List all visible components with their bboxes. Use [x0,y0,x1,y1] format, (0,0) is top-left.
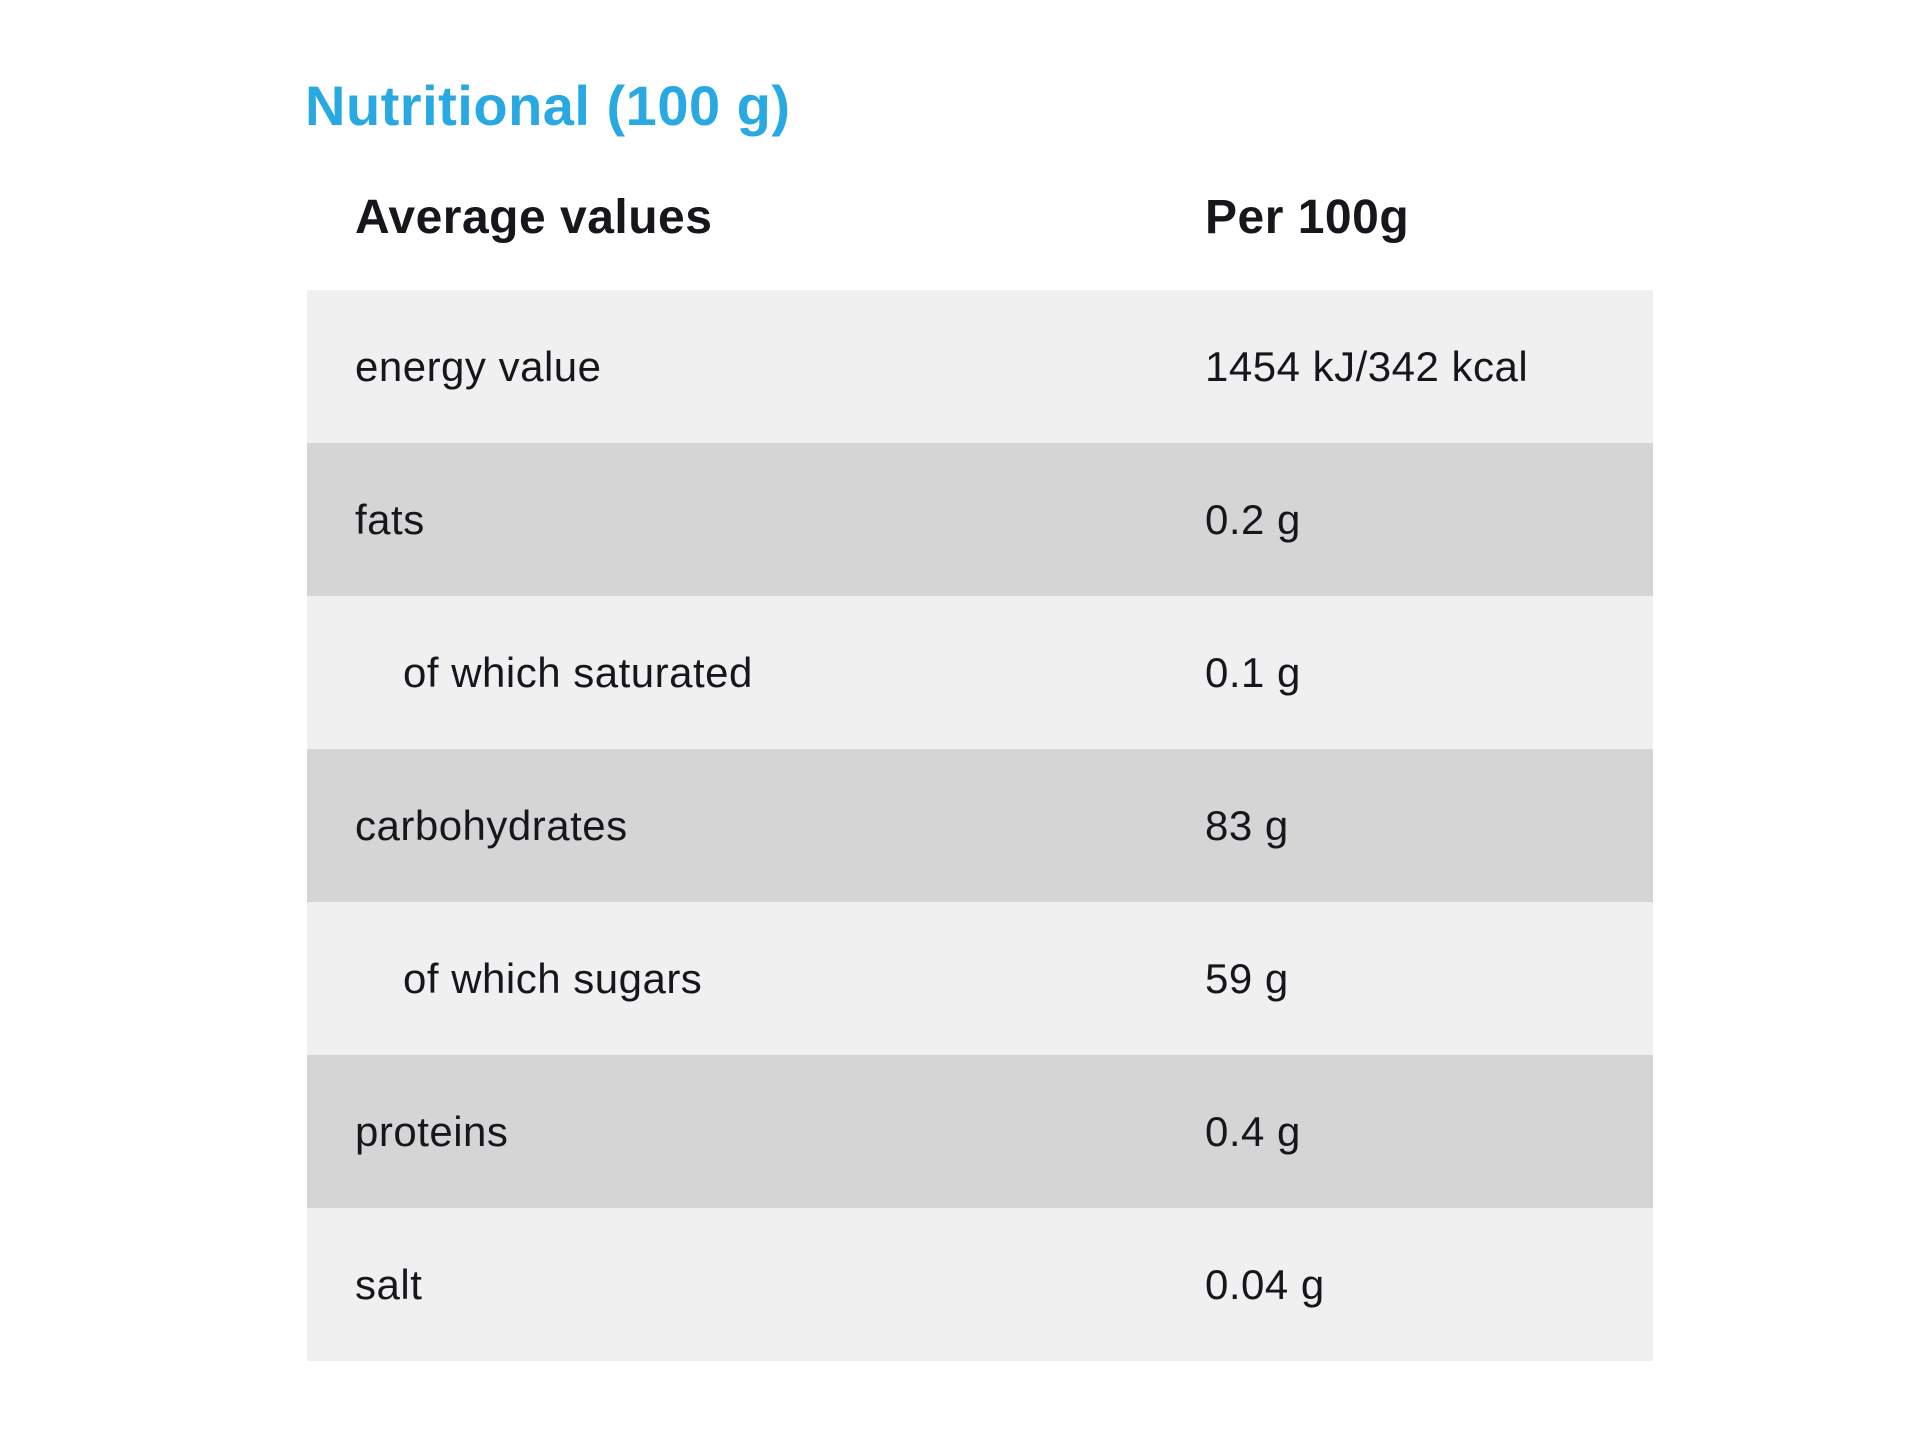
row-label: of which saturated [403,648,753,696]
row-value: 0.1 g [1205,648,1301,696]
row-label: of which sugars [403,954,703,1002]
table-row: fats 0.2 g [307,443,1653,596]
table-row: carbohydrates 83 g [307,749,1653,902]
nutrition-section-title: Nutritional (100 g) [305,74,791,137]
nutrition-table-header: Average values Per 100g [0,191,1920,252]
table-row: salt 0.04 g [307,1208,1653,1361]
row-label: carbohydrates [355,801,628,849]
column-header-per-100g: Per 100g [1205,191,1410,244]
row-value: 83 g [1205,801,1289,849]
row-value: 0.4 g [1205,1107,1301,1155]
row-value: 59 g [1205,954,1289,1002]
row-label: proteins [355,1107,509,1155]
column-header-average-values: Average values [355,191,713,244]
row-label: salt [355,1260,423,1308]
table-row: energy value 1454 kJ/342 kcal [307,290,1653,443]
table-row: of which sugars 59 g [307,902,1653,1055]
row-value: 0.2 g [1205,495,1301,543]
row-value: 1454 kJ/342 kcal [1205,342,1529,390]
row-label: energy value [355,342,602,390]
row-value: 0.04 g [1205,1260,1325,1308]
row-label: fats [355,495,425,543]
table-row: proteins 0.4 g [307,1055,1653,1208]
nutrition-table: energy value 1454 kJ/342 kcal fats 0.2 g… [307,290,1653,1361]
table-row: of which saturated 0.1 g [307,596,1653,749]
